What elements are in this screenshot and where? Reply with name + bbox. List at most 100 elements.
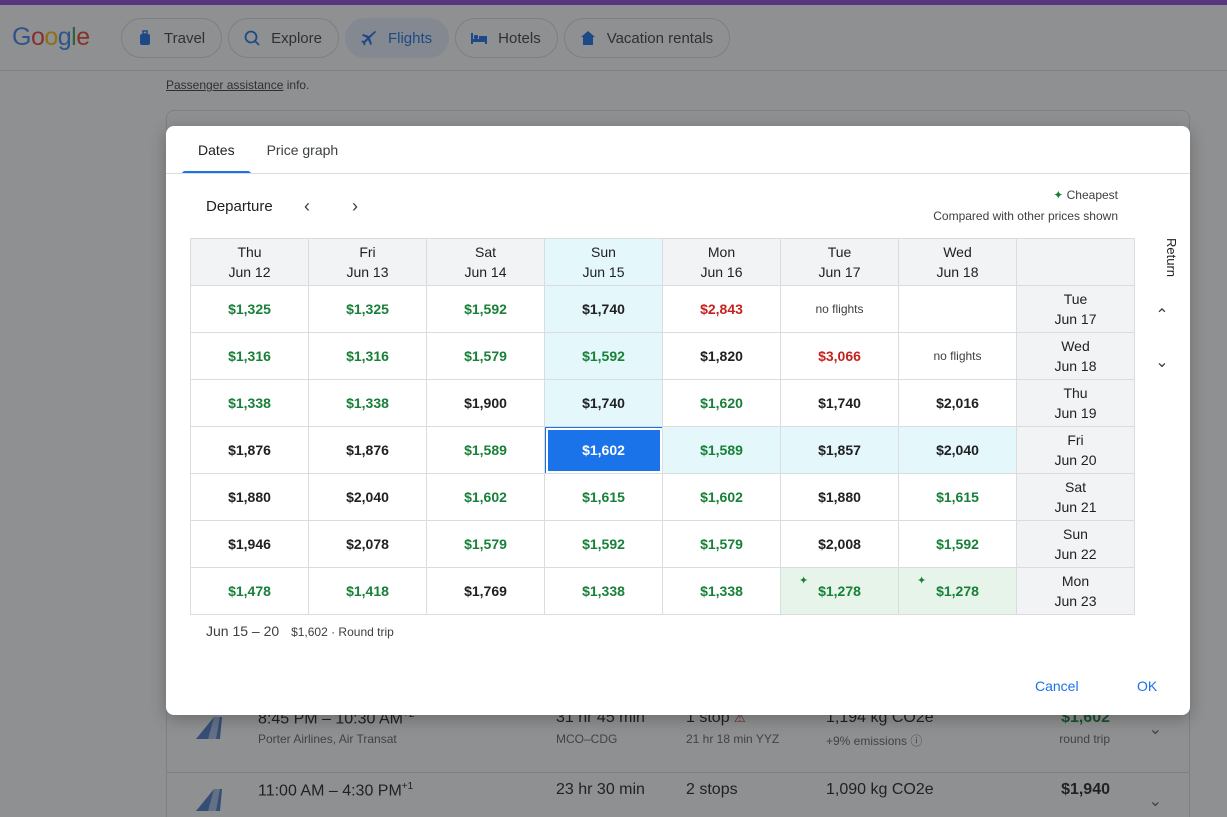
cancel-button[interactable]: Cancel [1035, 678, 1079, 694]
price-cell[interactable]: $1,316 [308, 332, 427, 380]
row-day: Thu [1063, 385, 1088, 401]
next-departure-button[interactable]: › [343, 194, 367, 218]
prev-return-button[interactable]: ⌃ [1150, 303, 1174, 327]
price-cell[interactable]: $1,579 [662, 520, 781, 568]
chevron-right-icon: › [352, 195, 358, 216]
ok-button[interactable]: OK [1137, 678, 1158, 694]
departure-date-header: Mon Jun 16 [662, 238, 781, 286]
price-cell[interactable]: $1,589 [426, 426, 545, 474]
return-date-header: Sun Jun 22 [1016, 520, 1135, 568]
price-cell[interactable]: $2,040 [898, 426, 1017, 474]
grid-row: $1,876 $1,876 $1,589 $1,602 $1,589 $1,857 $2,0… [190, 426, 1135, 474]
price-value: $2,040 [346, 489, 389, 505]
price-cell[interactable]: $1,592 [544, 332, 663, 380]
price-cell[interactable]: $1,325 [308, 285, 427, 333]
price-cell[interactable]: $2,040 [308, 473, 427, 521]
price-cell[interactable]: $1,602 [662, 473, 781, 521]
price-value: $1,325 [346, 301, 389, 317]
return-date-header: Mon Jun 23 [1016, 567, 1135, 615]
row-day: Tue [1063, 291, 1088, 307]
price-value: $1,602 [464, 489, 507, 505]
price-cell[interactable]: $2,008 [780, 520, 899, 568]
grid-row: $1,478 $1,418 $1,769 $1,338 $1,338 ✦ $1,278 ✦ $1… [190, 567, 1135, 615]
corner-cell [1016, 238, 1135, 286]
price-value: $2,016 [936, 395, 979, 411]
price-cell[interactable]: ✦ $1,278 [898, 567, 1017, 615]
price-value: $1,602 [700, 489, 743, 505]
price-cell[interactable]: $1,876 [190, 426, 309, 474]
price-cell[interactable]: $1,338 [308, 379, 427, 427]
price-value: $1,418 [346, 583, 389, 599]
price-cell[interactable]: $1,946 [190, 520, 309, 568]
price-cell[interactable]: $1,592 [898, 520, 1017, 568]
header-date: Jun 14 [464, 264, 507, 280]
price-value: $1,880 [818, 489, 861, 505]
price-cell[interactable]: $1,602 [426, 473, 545, 521]
departure-date-header: Sat Jun 14 [426, 238, 545, 286]
price-cell[interactable]: $1,579 [426, 520, 545, 568]
price-value: $1,740 [818, 395, 861, 411]
price-value: $1,620 [700, 395, 743, 411]
price-cell[interactable]: $1,880 [190, 473, 309, 521]
price-cell[interactable]: $3,066 [780, 332, 899, 380]
price-cell[interactable]: $2,078 [308, 520, 427, 568]
price-cell[interactable]: $1,620 [662, 379, 781, 427]
grid-row: $1,316 $1,316 $1,579 $1,592 $1,820 $3,066 no f… [190, 332, 1135, 380]
price-cell[interactable]: $1,592 [544, 520, 663, 568]
price-cell[interactable]: $1,592 [426, 285, 545, 333]
price-cell[interactable]: $2,843 [662, 285, 781, 333]
summary-price: $1,602 · Round trip [291, 625, 394, 639]
price-cell[interactable]: $1,615 [544, 473, 663, 521]
price-cell[interactable]: $1,857 [780, 426, 899, 474]
tab-dates[interactable]: Dates [182, 126, 251, 174]
departure-date-header: Sun Jun 15 [544, 238, 663, 286]
price-value: $1,592 [582, 536, 625, 552]
price-cell[interactable]: $1,876 [308, 426, 427, 474]
price-cell: no flights [780, 285, 899, 333]
price-value: $1,338 [700, 583, 743, 599]
price-cell[interactable]: $1,478 [190, 567, 309, 615]
price-cell[interactable]: $1,880 [780, 473, 899, 521]
return-date-header: Wed Jun 18 [1016, 332, 1135, 380]
price-cell[interactable]: $1,740 [544, 379, 663, 427]
row-day: Mon [1061, 573, 1090, 589]
price-cell[interactable]: $2,016 [898, 379, 1017, 427]
header-date: Jun 16 [700, 264, 743, 280]
price-cell[interactable]: $1,325 [190, 285, 309, 333]
header-date: Jun 17 [818, 264, 861, 280]
price-cell[interactable]: $1,579 [426, 332, 545, 380]
price-cell[interactable]: $1,602 [544, 426, 663, 474]
header-day: Fri [359, 244, 376, 260]
chevron-left-icon: ‹ [304, 195, 310, 216]
price-value: $1,876 [228, 442, 271, 458]
price-cell[interactable]: $1,740 [780, 379, 899, 427]
grid-row: $1,325 $1,325 $1,592 $1,740 $2,843 no flights… [190, 285, 1135, 333]
next-return-button[interactable]: ⌄ [1150, 350, 1174, 374]
price-cell[interactable]: $1,338 [544, 567, 663, 615]
price-cell[interactable]: $1,418 [308, 567, 427, 615]
price-cell[interactable]: $1,740 [544, 285, 663, 333]
price-value: $3,066 [818, 348, 861, 364]
tab-price-graph[interactable]: Price graph [266, 142, 339, 158]
price-cell[interactable]: $1,615 [898, 473, 1017, 521]
row-date: Jun 18 [1054, 358, 1097, 374]
departure-date-header: Fri Jun 13 [308, 238, 427, 286]
price-cell[interactable]: $1,316 [190, 332, 309, 380]
price-value: $2,040 [936, 442, 979, 458]
price-cell[interactable]: $1,338 [190, 379, 309, 427]
price-cell[interactable]: ✦ $1,278 [780, 567, 899, 615]
price-cell[interactable]: $1,769 [426, 567, 545, 615]
price-value: $1,316 [228, 348, 271, 364]
price-value: $1,592 [582, 348, 625, 364]
price-value: $1,338 [346, 395, 389, 411]
prev-departure-button[interactable]: ‹ [295, 194, 319, 218]
header-day: Wed [943, 244, 972, 260]
price-cell[interactable]: $1,820 [662, 332, 781, 380]
row-day: Fri [1067, 432, 1084, 448]
price-cell[interactable]: $1,589 [662, 426, 781, 474]
sparkle-icon: ✦ [1053, 188, 1064, 202]
price-grid: Thu Jun 12 Fri Jun 13 Sat Jun 14 Sun Jun 15 Mon J… [190, 238, 1135, 615]
price-cell[interactable]: $1,900 [426, 379, 545, 427]
price-value: $1,589 [464, 442, 507, 458]
price-cell[interactable]: $1,338 [662, 567, 781, 615]
